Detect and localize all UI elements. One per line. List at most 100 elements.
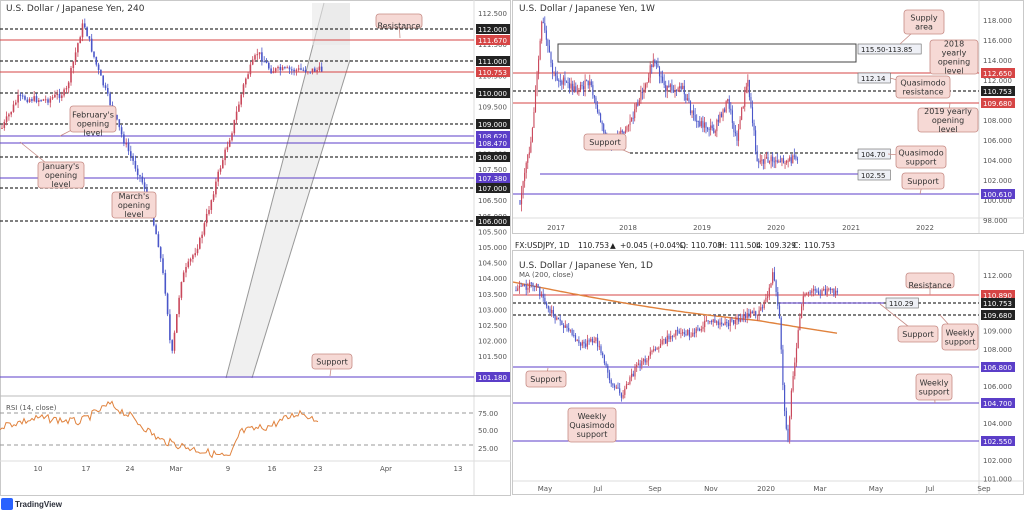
candle bbox=[31, 99, 33, 101]
candle bbox=[821, 290, 823, 296]
candle bbox=[626, 126, 628, 131]
candle bbox=[699, 329, 701, 331]
candle bbox=[724, 109, 726, 112]
candle bbox=[756, 314, 758, 316]
candle bbox=[256, 54, 259, 56]
candle bbox=[118, 119, 121, 128]
candle bbox=[741, 108, 743, 120]
y-tick-label: 108.000 bbox=[983, 346, 1012, 354]
candle bbox=[515, 290, 517, 291]
y-tick-label: 104.000 bbox=[983, 420, 1012, 428]
candle bbox=[576, 91, 578, 93]
y-tick-label: 103.500 bbox=[478, 291, 507, 299]
candle bbox=[797, 330, 799, 349]
candle bbox=[302, 69, 305, 71]
candle bbox=[608, 372, 611, 380]
ma-200-line bbox=[513, 281, 838, 334]
candle bbox=[617, 387, 619, 389]
candle bbox=[795, 348, 798, 363]
candle bbox=[304, 69, 307, 72]
price-tag bbox=[981, 298, 1015, 308]
candle bbox=[736, 132, 738, 141]
candle bbox=[692, 332, 694, 337]
candle bbox=[787, 428, 789, 441]
candle bbox=[730, 108, 732, 111]
candle bbox=[760, 307, 762, 311]
candle bbox=[251, 59, 254, 65]
candle bbox=[758, 161, 760, 163]
candle bbox=[583, 86, 585, 90]
candle bbox=[564, 325, 566, 328]
candle bbox=[605, 363, 607, 366]
candle bbox=[717, 119, 719, 122]
candle bbox=[72, 61, 75, 68]
candle bbox=[682, 332, 684, 334]
candle bbox=[95, 56, 98, 65]
candle bbox=[721, 322, 723, 324]
candle bbox=[637, 363, 639, 365]
candle bbox=[690, 336, 692, 338]
candle bbox=[654, 59, 656, 63]
callout-label: Weekly Quasimodo support bbox=[569, 412, 614, 439]
candle bbox=[795, 155, 797, 159]
y-tick-label: 109.500 bbox=[478, 104, 507, 112]
price-tag-label: 110.890 bbox=[983, 292, 1012, 300]
candle bbox=[720, 113, 723, 118]
y-tick-label: 103.000 bbox=[478, 306, 507, 314]
candle bbox=[178, 297, 180, 315]
candle bbox=[300, 68, 302, 70]
callout-box bbox=[929, 39, 979, 75]
info-low: 109.329 bbox=[765, 241, 796, 250]
candle bbox=[770, 156, 772, 162]
boxed-label-text: 115.50-113.85 bbox=[861, 46, 913, 54]
candle bbox=[688, 98, 690, 102]
x-tick-label: 24 bbox=[126, 465, 135, 473]
candle bbox=[536, 73, 538, 90]
y-tick-label: 116.000 bbox=[983, 37, 1012, 45]
candle bbox=[801, 306, 803, 318]
candle bbox=[799, 317, 801, 331]
candle bbox=[679, 86, 681, 89]
callout-label: Support bbox=[589, 138, 621, 147]
candle bbox=[714, 131, 716, 133]
candle bbox=[646, 82, 648, 85]
y-tick-label: 105.000 bbox=[478, 244, 507, 252]
candle bbox=[659, 344, 662, 348]
candle bbox=[33, 96, 35, 101]
candle bbox=[748, 313, 750, 318]
candle bbox=[665, 339, 667, 344]
candle bbox=[767, 296, 769, 298]
candle bbox=[668, 85, 670, 88]
candle bbox=[772, 272, 774, 284]
candle bbox=[523, 284, 526, 286]
panel-4h-title: U.S. Dollar / Japanese Yen, 240 bbox=[6, 4, 145, 14]
candle bbox=[176, 314, 178, 333]
candle bbox=[663, 81, 665, 85]
candle bbox=[240, 94, 242, 105]
candle bbox=[233, 119, 236, 134]
candle bbox=[700, 328, 702, 331]
candle bbox=[533, 112, 535, 129]
candle bbox=[196, 248, 199, 254]
x-tick-label: 23 bbox=[314, 465, 323, 473]
candle bbox=[676, 330, 679, 332]
candle bbox=[217, 171, 219, 182]
candle bbox=[228, 140, 231, 147]
y-tick-label: 102.500 bbox=[478, 322, 507, 330]
candle bbox=[26, 99, 29, 103]
candle bbox=[707, 320, 709, 322]
candle bbox=[518, 285, 520, 289]
callout-label: Resistance bbox=[377, 22, 420, 31]
candle bbox=[733, 319, 735, 324]
price-tag bbox=[476, 183, 510, 193]
candle bbox=[636, 364, 638, 368]
candle bbox=[551, 309, 553, 314]
callout-box bbox=[525, 370, 567, 388]
candle bbox=[595, 97, 597, 106]
candle bbox=[187, 261, 190, 268]
candle bbox=[631, 373, 633, 378]
callout-box bbox=[111, 191, 157, 219]
candle bbox=[542, 294, 544, 298]
